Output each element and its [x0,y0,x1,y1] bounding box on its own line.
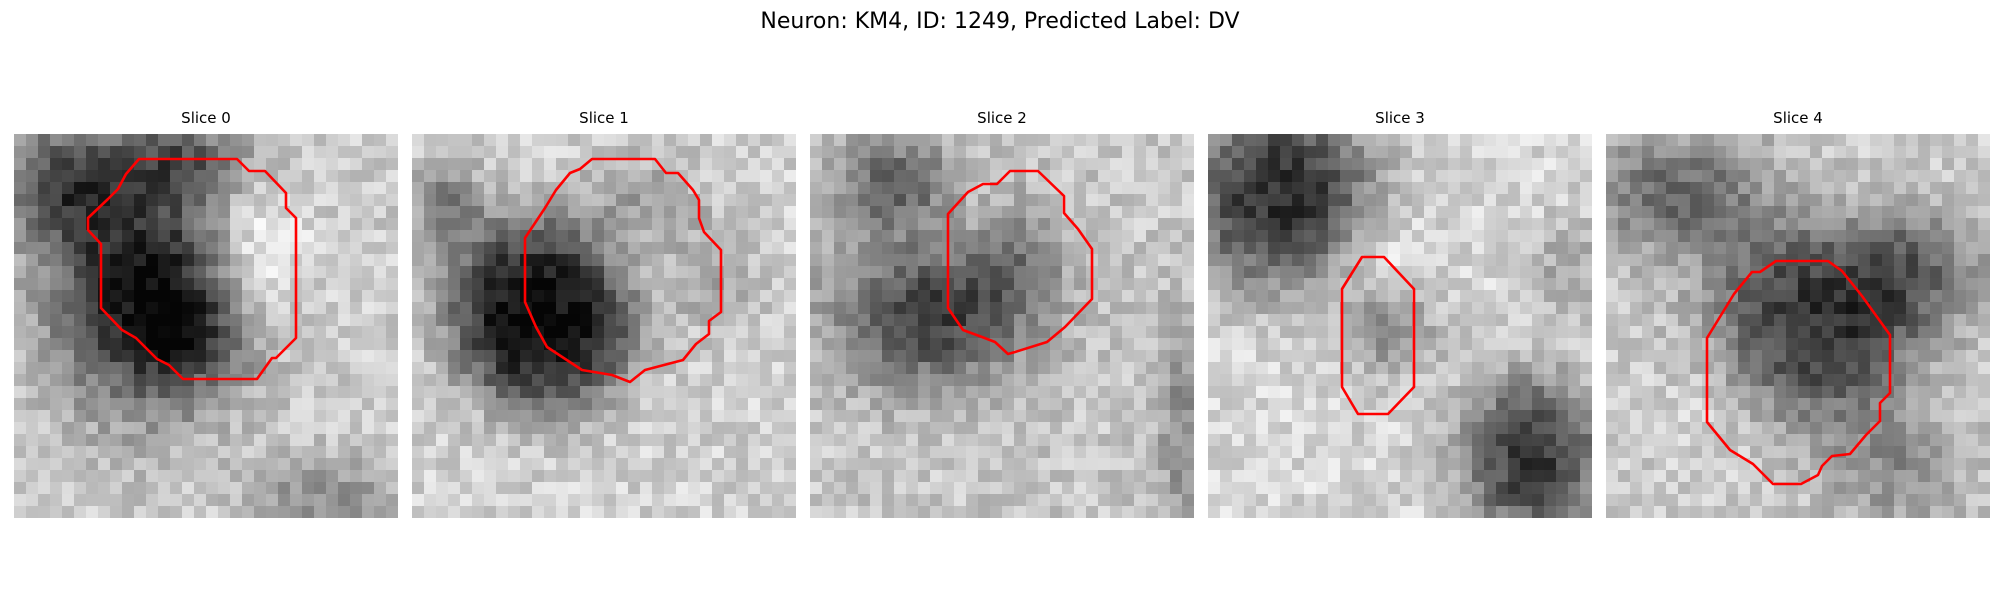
contour-outline-3 [1340,255,1416,416]
slice-title-3: Slice 3 [1375,109,1425,127]
slice-pixel-grid-0 [14,134,398,518]
slice-pixel-grid-3 [1208,134,1592,518]
slice-pixel-grid-1 [412,134,796,518]
slice-title-2: Slice 2 [977,109,1027,127]
slice-image-1 [412,134,796,518]
contour-outline-4 [1705,259,1892,486]
slice-pixel-grid-4 [1606,134,1990,518]
slice-image-4 [1606,134,1990,518]
slice-image-2 [810,134,1194,518]
slice-image-0 [14,134,398,518]
slice-title-0: Slice 0 [181,109,231,127]
slice-image-3 [1208,134,1592,518]
contour-outline-2 [946,169,1094,356]
contour-outline-1 [523,157,723,384]
figure-title: Neuron: KM4, ID: 1249, Predicted Label: … [760,9,1240,34]
slice-title-4: Slice 4 [1773,109,1823,127]
slice-pixel-grid-2 [810,134,1194,518]
contour-outline-0 [86,157,298,381]
slice-title-1: Slice 1 [579,109,629,127]
